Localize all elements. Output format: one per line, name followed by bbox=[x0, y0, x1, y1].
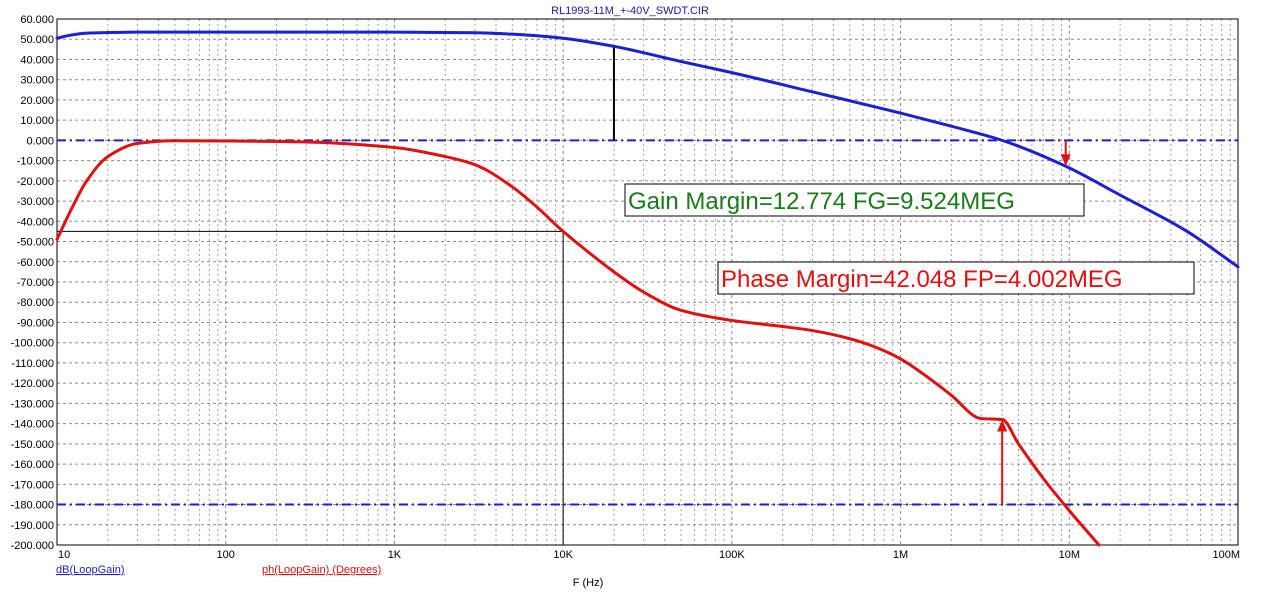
y-tick-label: -130.000 bbox=[11, 398, 54, 410]
gain-margin-box bbox=[624, 183, 1085, 217]
x-tick-label: 10M bbox=[1059, 549, 1080, 561]
y-tick-label: -110.000 bbox=[11, 358, 54, 370]
x-tick-label: 10K bbox=[553, 549, 573, 561]
x-tick-label: 1M bbox=[893, 549, 908, 561]
y-tick-label: -160.000 bbox=[11, 459, 54, 471]
x-tick-label: 100 bbox=[217, 549, 235, 561]
series-lines bbox=[55, 30, 1240, 547]
y-tick-label: -10.000 bbox=[17, 156, 54, 168]
y-tick-labels: 60.000 50.000 40.000 30.000 20.000 10.000 0.00… bbox=[11, 14, 54, 552]
x-tick-label: 1K bbox=[388, 549, 402, 561]
y-tick-label: 0.000 bbox=[26, 135, 54, 147]
y-tick-label: -120.000 bbox=[11, 378, 54, 390]
y-tick-label: 30.000 bbox=[20, 75, 54, 87]
legend-phase-series[interactable]: ph(LoopGain) (Degrees) bbox=[262, 564, 381, 576]
gain-margin-text: Gain Margin=12.774 FG=9.524MEG bbox=[628, 188, 1015, 215]
y-tick-label: -150.000 bbox=[11, 439, 54, 451]
gain-margin-arrow-head bbox=[1060, 154, 1071, 167]
phase-margin-arrow-head bbox=[997, 419, 1008, 432]
y-tick-label: -140.000 bbox=[11, 419, 54, 431]
y-tick-label: 60.000 bbox=[20, 14, 54, 26]
y-tick-label: -190.000 bbox=[11, 520, 54, 532]
x-axis-label: F (Hz) bbox=[573, 577, 604, 589]
y-tick-label: -50.000 bbox=[17, 237, 54, 249]
y-tick-label: -170.000 bbox=[11, 479, 54, 491]
margin-arrows bbox=[997, 140, 1071, 505]
y-tick-label: -20.000 bbox=[17, 176, 54, 188]
legend-gain-series[interactable]: dB(LoopGain) bbox=[56, 564, 125, 576]
gain-margin-annotation: Gain Margin=12.774 FG=9.524MEG bbox=[624, 183, 1085, 217]
cursor-lines bbox=[57, 46, 615, 545]
y-tick-label: -40.000 bbox=[17, 216, 54, 228]
y-tick-label: -80.000 bbox=[17, 297, 54, 309]
x-tick-labels: 10 100 1K 10K 100K 1M 10M 100M bbox=[58, 549, 1240, 561]
y-tick-label: 50.000 bbox=[20, 34, 54, 46]
y-tick-label: 10.000 bbox=[20, 115, 54, 127]
x-tick-label: 100M bbox=[1212, 549, 1240, 561]
y-tick-label: -90.000 bbox=[17, 317, 54, 329]
phase-margin-annotation: Phase Margin=42.048 FP=4.002MEG bbox=[717, 261, 1195, 295]
gain-series-line bbox=[55, 30, 1240, 269]
plot-border bbox=[56, 18, 1239, 546]
phase-margin-text: Phase Margin=42.048 FP=4.002MEG bbox=[721, 266, 1123, 293]
y-tick-label: -70.000 bbox=[17, 277, 54, 289]
y-tick-label: 40.000 bbox=[20, 54, 54, 66]
x-tick-label: 100K bbox=[719, 549, 745, 561]
y-tick-label: -200.000 bbox=[11, 540, 54, 552]
phase-margin-box bbox=[717, 261, 1195, 295]
y-tick-label: -60.000 bbox=[17, 257, 54, 269]
phase-series-line bbox=[55, 139, 1101, 547]
y-tick-label: -180.000 bbox=[11, 500, 54, 512]
x-tick-label: 10 bbox=[58, 549, 70, 561]
y-tick-label: -100.000 bbox=[11, 338, 54, 350]
chart-title: RL1993-11M_+-40V_SWDT.CIR bbox=[551, 5, 709, 17]
y-tick-label: 20.000 bbox=[20, 95, 54, 107]
y-tick-label: -30.000 bbox=[17, 196, 54, 208]
